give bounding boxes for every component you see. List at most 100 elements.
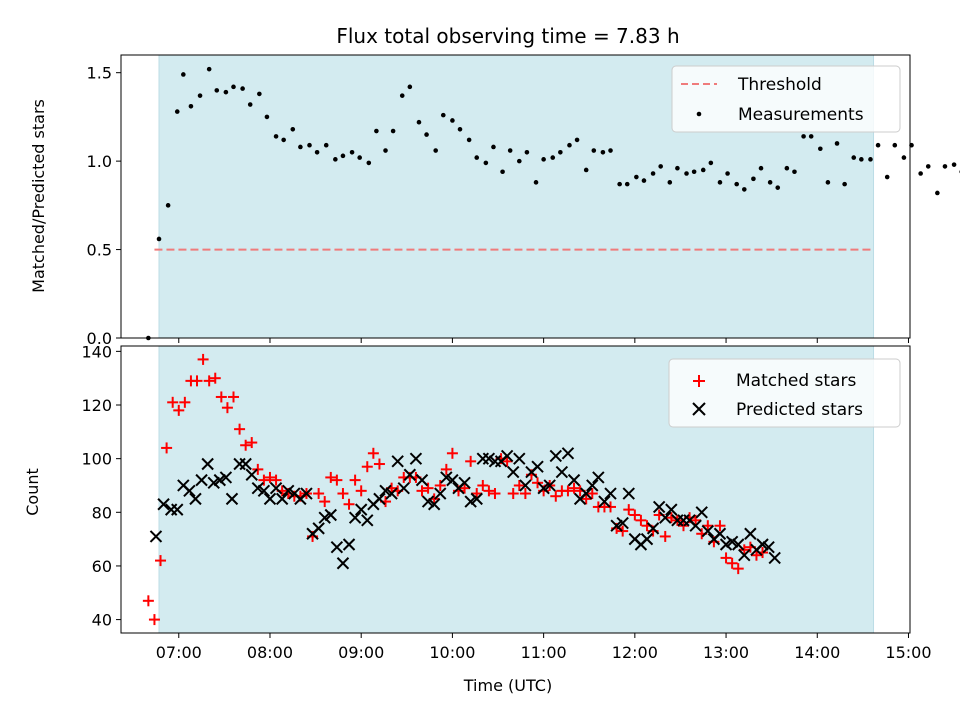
matched-stars-point [313,488,325,500]
predicted-stars-point [427,498,441,511]
predicted-stars-point [646,522,660,535]
matched-stars-point [550,490,562,502]
matched-stars-point [209,372,221,384]
measurement-point [181,72,186,77]
predicted-stars-point [500,449,514,463]
star-count-panel: 40 60 80 100 120 140 07:00 08:00 09:00 10:00 11:0… [23,342,932,695]
matched-stars-point [702,520,714,532]
matched-stars-point [343,498,355,510]
predicted-stars-point [543,479,556,492]
measurement-point [859,157,864,162]
legend-matched-swatch [693,375,705,387]
measurement-point [892,142,898,148]
x-tick-label: 09:00 [338,643,384,662]
x-tick-label: 07:00 [156,643,202,662]
top-x-ticks [178,338,909,343]
legend-predicted-swatch [692,402,706,416]
measurement-point [474,155,480,160]
measurement-point [240,86,245,91]
matched-stars-point [562,485,574,497]
predicted-stars-point [245,468,258,481]
predicted-stars-point [701,524,715,538]
measurement-point [174,109,180,114]
measurement-point [517,158,522,164]
measurement-point [700,167,706,173]
matched-stars-point [355,485,367,497]
matched-stars-point [532,477,544,489]
matched-stars-point [507,488,519,500]
measurement-point [197,93,203,98]
predicted-stars-point [537,481,550,495]
matched-stars-point [270,474,282,486]
predicted-stars-point [659,511,672,524]
measurement-point [767,180,773,185]
predicted-stars-point [201,457,214,471]
predicted-stars-point [318,511,331,524]
measurement-point [951,162,957,167]
measurement-point [691,169,697,175]
matched-stars-point [465,455,477,467]
matched-stars-point [750,549,762,561]
measurement-point [424,132,429,137]
measurement-point [457,126,463,132]
predicted-stars-point [652,500,666,514]
matched-stars-point [580,493,592,505]
x-tick-label: 12:00 [612,643,658,662]
predicted-stars-point [385,487,398,500]
measurement-point [591,148,597,153]
measurement-point [567,142,572,148]
matched-stars-point [714,520,726,532]
x-tick-label: 10:00 [429,643,475,662]
top-y-axis-label: Matched/Predicted stars [29,99,48,293]
chart-title: Flux total observing time = 7.83 h [336,24,679,48]
predicted-stars-point [342,538,356,551]
matched-stars-point [361,461,373,473]
bottom-y-axis-label: Count [23,468,42,516]
matched-stars-point [629,509,641,521]
predicted-stars-point [391,455,404,468]
measurement-point [608,148,613,153]
measurement-point [842,181,847,187]
predicted-stars-point [282,484,295,498]
matched-stars-point [483,485,495,497]
matched-stars-point [373,458,385,470]
predicted-stars-point [555,465,569,479]
matched-stars-point [179,396,191,408]
y-tick-label: 40 [92,611,112,630]
predicted-stars-point [446,473,459,487]
predicted-stars-point [549,449,562,463]
predicted-stars-point [598,495,611,508]
predicted-stars-point [354,503,368,516]
measurement-point [433,148,438,153]
matched-stars-point [264,471,276,483]
matched-stars-point [605,501,617,513]
measurement-point [868,157,873,162]
measurement-point [775,185,781,190]
measurement-point [808,134,814,139]
predicted-stars-point [336,557,350,570]
matched-stars-point [489,488,501,500]
y-tick-label: 140 [81,342,112,361]
matched-stars-point [519,488,531,500]
predicted-stars-point [183,484,196,498]
bottom-data-marks [142,353,781,626]
measurement-point [416,119,422,125]
matched-stars-point [471,488,483,500]
predicted-stars-point [219,471,233,484]
matched-stars-point [635,514,647,526]
bottom-y-ticks: 40 60 80 100 120 140 [81,342,121,630]
y-tick-label: 0.0 [87,329,112,348]
measurement-point [758,165,764,171]
measurement-point [483,160,489,166]
measurement-point [574,137,580,143]
measurement-point [323,142,329,148]
predicted-stars-point [330,540,344,554]
measurement-point [641,178,647,183]
measurement-point [214,88,220,93]
measurement-point [818,146,823,152]
matched-stars-point [726,557,738,569]
matched-stars-point [422,482,434,494]
matched-stars-point [191,375,203,387]
matched-stars-point [501,455,513,467]
predicted-stars-point [409,452,423,465]
